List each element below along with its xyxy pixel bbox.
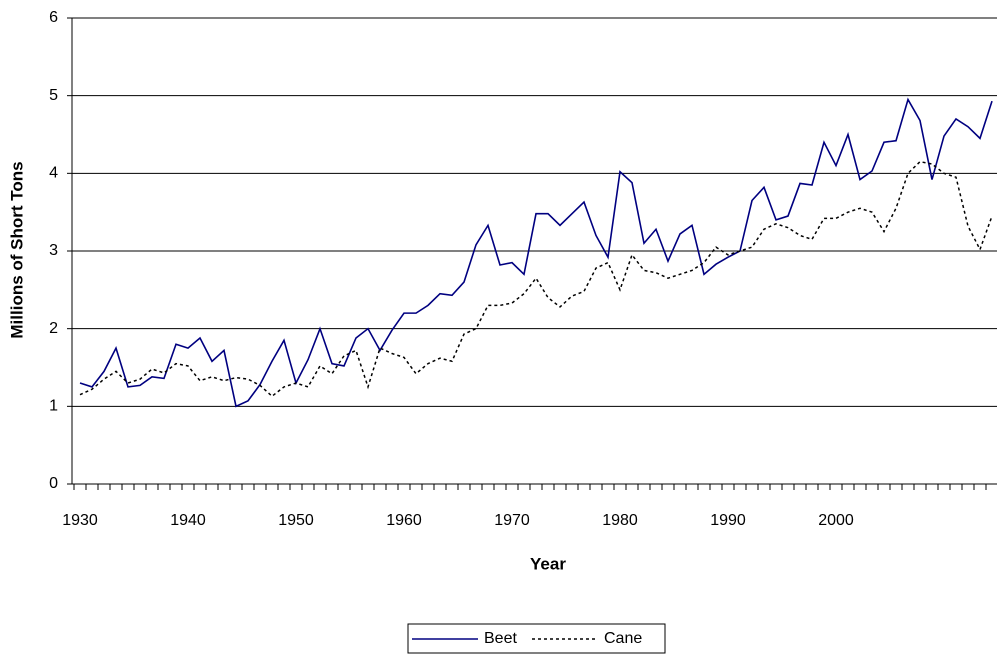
- y-tick-label: 1: [49, 398, 58, 415]
- x-axis-title: Year: [530, 554, 566, 573]
- x-tick-label: 1930: [62, 512, 98, 529]
- x-tick-label: 1970: [494, 512, 530, 529]
- x-tick-label: 1960: [386, 512, 422, 529]
- x-tick-label: 2000: [818, 512, 854, 529]
- x-tick-label: 1940: [170, 512, 206, 529]
- y-tick-label: 6: [49, 9, 58, 26]
- y-tick-label: 3: [49, 242, 58, 259]
- legend-label: Cane: [604, 630, 642, 647]
- y-axis-title: Millions of Short Tons: [7, 161, 26, 338]
- x-tick-label: 1990: [710, 512, 746, 529]
- series-line: [79, 97, 993, 408]
- series-line: [79, 160, 993, 398]
- x-tick-label: 1950: [278, 512, 314, 529]
- y-tick-label: 5: [49, 87, 58, 104]
- y-tick-label: 4: [49, 165, 58, 182]
- y-tick-label: 0: [49, 475, 58, 492]
- legend-label: Beet: [484, 630, 517, 647]
- y-tick-label: 2: [49, 320, 58, 337]
- x-tick-label: 1980: [602, 512, 638, 529]
